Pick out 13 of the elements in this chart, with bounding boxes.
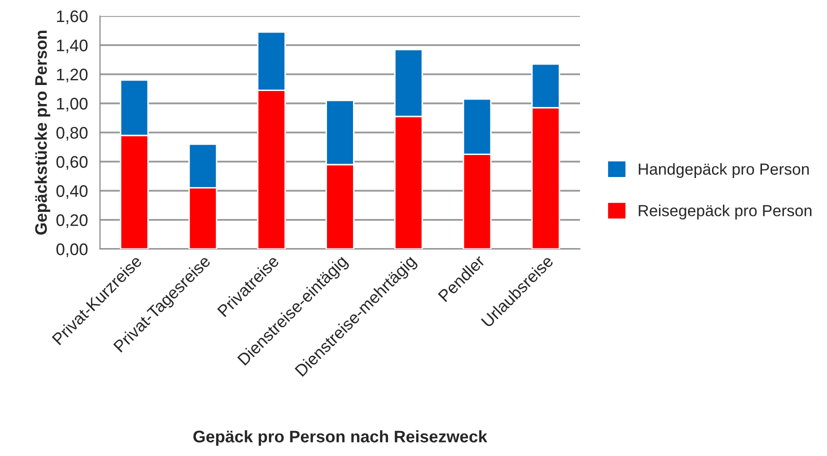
y-tick-label: 1,60 — [57, 10, 88, 24]
y-tick-label: 0,00 — [56, 243, 88, 258]
legend-label: Handgepäck pro Person — [638, 163, 809, 178]
y-tick-label: 0,60 — [56, 156, 88, 170]
y-tick-label: 0,20 — [56, 214, 88, 228]
x-axis-title: Gepäck pro Person nach Reisezweck — [193, 430, 488, 446]
y-tick-label: 1,40 — [57, 40, 88, 54]
legend-label: Reisegepäck pro Person — [638, 204, 812, 220]
y-axis-title: Gepäckstücke pro Person — [34, 30, 50, 235]
y-tick-label: 1,00 — [57, 98, 88, 112]
y-tick-label: 0,80 — [56, 126, 88, 141]
y-tick-label: 1,20 — [57, 68, 88, 82]
y-tick-label: 0,40 — [56, 185, 88, 199]
